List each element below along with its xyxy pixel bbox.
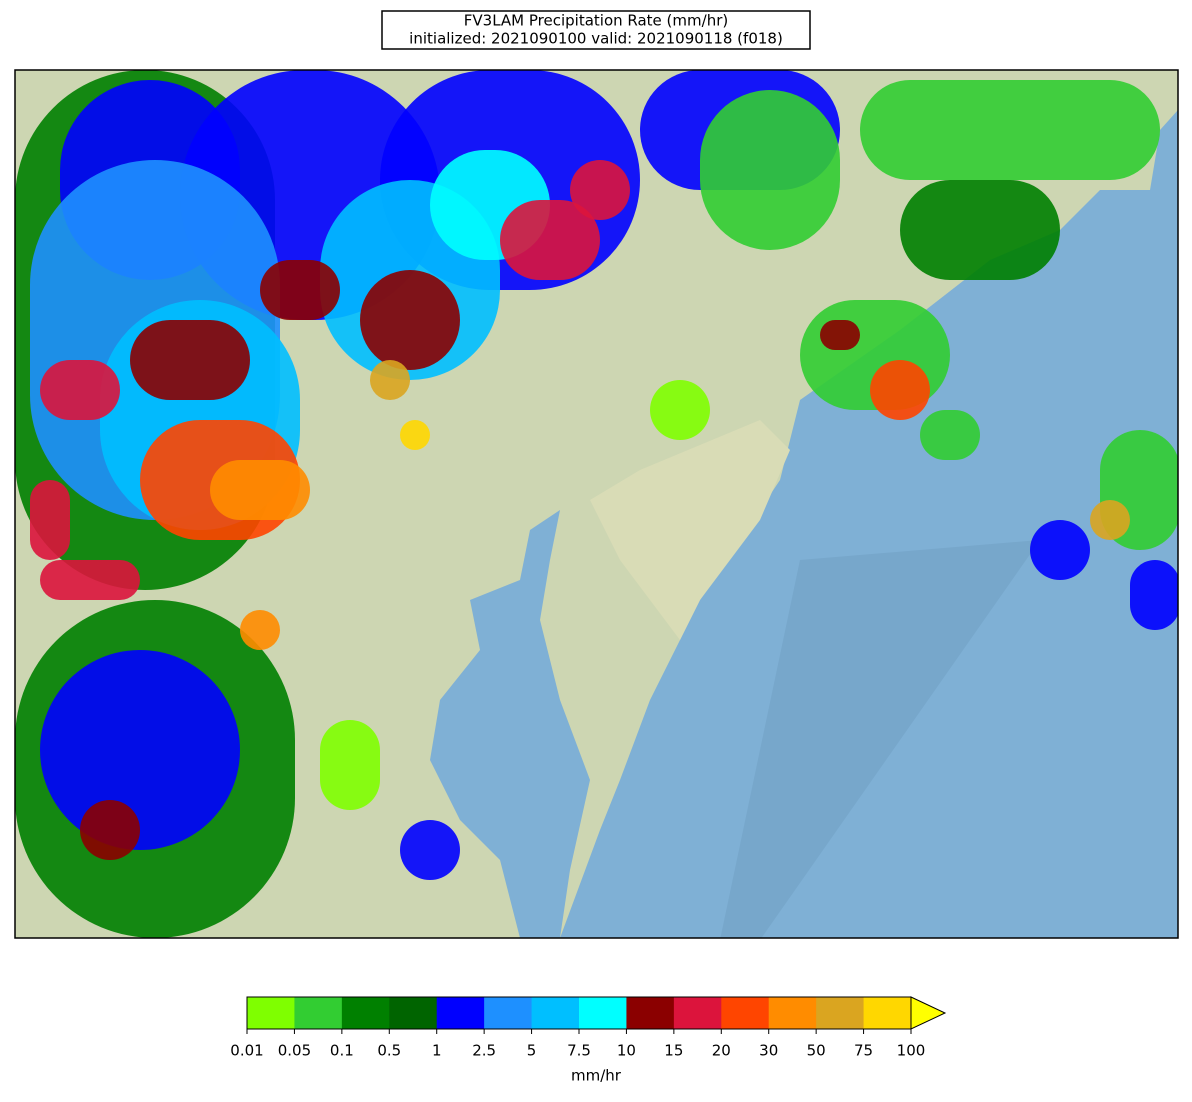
precip-area — [130, 320, 250, 400]
precip-area — [700, 90, 840, 250]
color-swatch — [531, 997, 580, 1029]
colorbar: 0.01 0.05 0.1 0.5 1 2.5 5 7.5 10 15 20 30 50 75 100 — [230, 996, 947, 1060]
precip-area — [920, 410, 980, 460]
color-swatch — [816, 997, 865, 1029]
color-swatch — [768, 997, 817, 1029]
precip-area — [260, 260, 340, 320]
tick-label: 0.1 — [330, 1042, 354, 1060]
tick-label: 30 — [759, 1042, 778, 1060]
color-swatch — [247, 997, 295, 1029]
tick-label: 0.5 — [377, 1042, 401, 1060]
precip-area — [40, 560, 140, 600]
bay — [430, 510, 590, 938]
precip-area — [360, 270, 460, 370]
map-frame — [14, 69, 1179, 939]
tick-label: 15 — [664, 1042, 683, 1060]
precipitation — [15, 70, 1178, 938]
colorbar-label: mm/hr — [571, 1067, 622, 1085]
color-swatch — [673, 997, 722, 1029]
precip-area — [870, 360, 930, 420]
title-line: FV3LAM Precipitation Rate (mm/hr) — [464, 12, 728, 30]
precip-area — [80, 800, 140, 860]
colorbar-extension — [910, 996, 947, 1030]
tick-label: 1 — [432, 1042, 442, 1060]
tick-label: 75 — [854, 1042, 873, 1060]
precip-area — [820, 320, 860, 350]
tick-label: 5 — [527, 1042, 537, 1060]
precip-area — [210, 460, 310, 520]
precip-area — [320, 720, 380, 810]
tick-label: 50 — [807, 1042, 826, 1060]
color-swatch — [863, 997, 912, 1029]
title-box — [381, 10, 811, 50]
color-swatch — [389, 997, 438, 1029]
precip-area — [40, 360, 120, 420]
precip-area — [30, 480, 70, 560]
map — [15, 70, 1178, 938]
precip-area — [650, 380, 710, 440]
precip-area — [900, 180, 1060, 280]
tick-label: 7.5 — [567, 1042, 591, 1060]
shelf — [720, 540, 1040, 938]
precip-area — [240, 610, 280, 650]
color-swatch — [294, 997, 343, 1029]
tick-label: 10 — [617, 1042, 636, 1060]
title-line: initialized: 2021090100 valid: 202109011… — [409, 30, 783, 48]
precip-area — [400, 820, 460, 880]
color-swatch — [436, 997, 485, 1029]
tick-label: 0.05 — [278, 1042, 311, 1060]
tick-label: 2.5 — [472, 1042, 496, 1060]
precip-area — [1130, 560, 1178, 630]
precip-area — [500, 200, 600, 280]
precip-area — [570, 160, 630, 220]
tick-label: 100 — [897, 1042, 926, 1060]
precip-area — [370, 360, 410, 400]
color-swatch — [721, 997, 770, 1029]
land — [590, 420, 790, 640]
land — [1150, 70, 1178, 190]
color-swatch — [484, 997, 533, 1029]
color-swatch — [341, 997, 390, 1029]
tick-label: 20 — [712, 1042, 731, 1060]
precip-area — [860, 80, 1160, 180]
precip-area — [1030, 520, 1090, 580]
precip-area — [400, 420, 430, 450]
color-swatch — [626, 997, 675, 1029]
tick-label: 0.01 — [230, 1042, 263, 1060]
precip-area — [40, 650, 240, 850]
color-swatch — [579, 997, 627, 1029]
precip-area — [1090, 500, 1130, 540]
